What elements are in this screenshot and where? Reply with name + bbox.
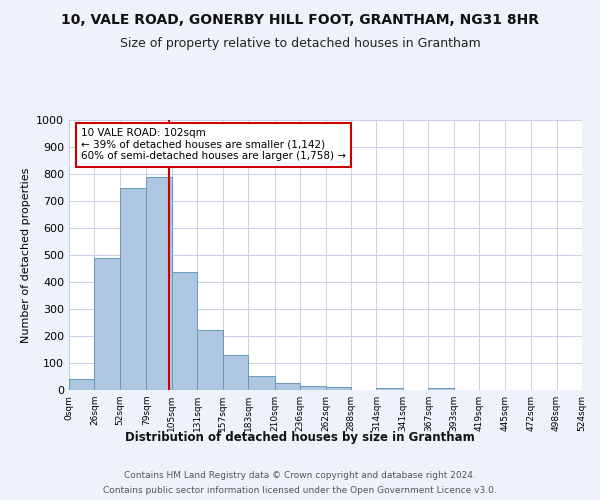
- Bar: [300, 386, 325, 390]
- Bar: [428, 388, 454, 390]
- Text: Distribution of detached houses by size in Grantham: Distribution of detached houses by size …: [125, 431, 475, 444]
- Bar: [197, 330, 223, 390]
- Bar: [120, 188, 146, 390]
- Bar: [172, 272, 197, 390]
- Bar: [69, 378, 94, 390]
- Text: Size of property relative to detached houses in Grantham: Size of property relative to detached ho…: [119, 38, 481, 51]
- Y-axis label: Number of detached properties: Number of detached properties: [20, 168, 31, 342]
- Text: Contains public sector information licensed under the Open Government Licence v3: Contains public sector information licen…: [103, 486, 497, 495]
- Text: Contains HM Land Registry data © Crown copyright and database right 2024.: Contains HM Land Registry data © Crown c…: [124, 471, 476, 480]
- Text: 10 VALE ROAD: 102sqm
← 39% of detached houses are smaller (1,142)
60% of semi-de: 10 VALE ROAD: 102sqm ← 39% of detached h…: [81, 128, 346, 162]
- Bar: [223, 356, 248, 390]
- Bar: [376, 388, 403, 390]
- Text: 10, VALE ROAD, GONERBY HILL FOOT, GRANTHAM, NG31 8HR: 10, VALE ROAD, GONERBY HILL FOOT, GRANTH…: [61, 12, 539, 26]
- Bar: [146, 176, 172, 390]
- Bar: [94, 258, 120, 390]
- Bar: [248, 376, 275, 390]
- Bar: [325, 388, 351, 390]
- Bar: [275, 382, 300, 390]
